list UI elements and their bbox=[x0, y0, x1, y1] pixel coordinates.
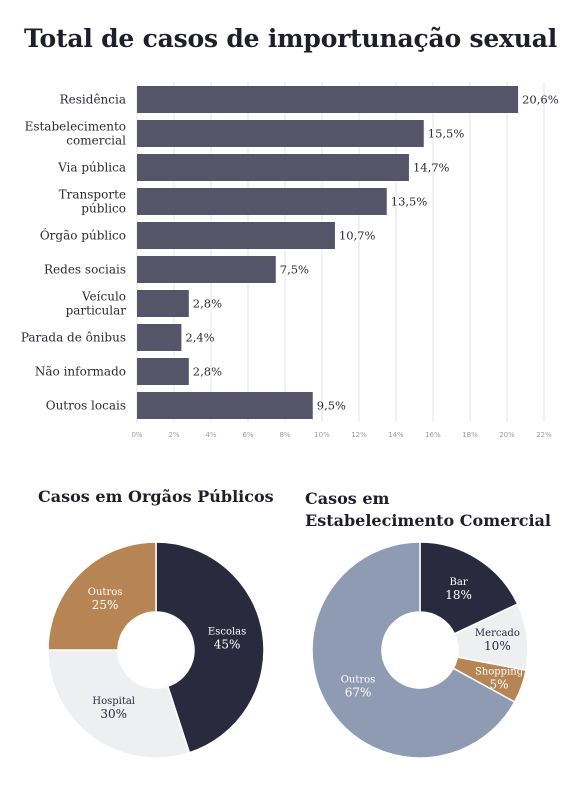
value-label: 10,7% bbox=[339, 229, 376, 243]
x-tick-label: 18% bbox=[462, 431, 478, 439]
value-label: 15,5% bbox=[428, 127, 465, 141]
slice-value: 10% bbox=[484, 639, 511, 653]
pie-slice bbox=[47, 541, 157, 651]
pie-slice bbox=[311, 541, 516, 759]
slice-label: Bar bbox=[450, 577, 468, 588]
category-label: Órgão público bbox=[40, 227, 126, 243]
category-label: Parada de ônibus bbox=[21, 331, 126, 345]
pie-title-line-1: Casos em bbox=[305, 489, 390, 508]
category-label: Outros locais bbox=[46, 399, 126, 413]
x-tick-label: 6% bbox=[242, 431, 253, 439]
pie-slice bbox=[47, 649, 191, 759]
slice-value: 67% bbox=[345, 686, 372, 700]
value-label: 13,5% bbox=[391, 195, 428, 209]
category-label: Estabelecimento comercial bbox=[25, 120, 127, 148]
category-label: Via pública bbox=[57, 161, 126, 175]
bar-chart: 0% 2% 4% 6% 8% 10% 12% 14% 16% 18% 20% 22% Residênci… bbox=[21, 82, 559, 439]
bar bbox=[137, 324, 182, 351]
bar bbox=[137, 154, 409, 181]
slice-value: 30% bbox=[100, 707, 127, 721]
x-tick-label: 16% bbox=[425, 431, 441, 439]
x-tick-label: 20% bbox=[499, 431, 515, 439]
category-label: Transporte público bbox=[59, 188, 126, 216]
x-tick-label: 2% bbox=[168, 431, 179, 439]
category-label: Veículo particular bbox=[66, 290, 127, 318]
slice-label: Hospital bbox=[92, 696, 135, 707]
slice-value: 25% bbox=[92, 598, 119, 612]
slice-label: Outros bbox=[88, 587, 123, 598]
slice-label: Outros bbox=[341, 675, 376, 686]
slice-label: Escolas bbox=[208, 627, 246, 638]
pie-title-estabelecimento: Casos em Estabelecimento Comercial bbox=[305, 488, 551, 532]
pie-title-line-2: Estabelecimento Comercial bbox=[305, 511, 551, 530]
slice-value: 45% bbox=[214, 638, 241, 652]
category-label: Não informado bbox=[35, 365, 126, 379]
value-label: 14,7% bbox=[413, 161, 450, 175]
value-label: 2,8% bbox=[193, 365, 222, 379]
bar bbox=[137, 86, 519, 113]
value-label: 2,4% bbox=[185, 331, 214, 345]
pie-title-orgaos: Casos em Orgãos Públicos bbox=[38, 487, 274, 506]
pie-slice bbox=[155, 541, 265, 754]
x-tick-label: 0% bbox=[131, 431, 142, 439]
bar bbox=[137, 188, 387, 215]
bar bbox=[137, 120, 424, 147]
value-label: 2,8% bbox=[193, 297, 222, 311]
category-label: Residência bbox=[60, 93, 126, 107]
chart-title: Total de casos de importunação sexual bbox=[24, 24, 558, 53]
x-tick-label: 4% bbox=[205, 431, 216, 439]
bar bbox=[137, 290, 189, 317]
slice-label: Shopping bbox=[475, 666, 524, 677]
bar bbox=[137, 358, 189, 385]
x-tick-label: 10% bbox=[314, 431, 330, 439]
value-label: 9,5% bbox=[317, 399, 346, 413]
bar bbox=[137, 256, 276, 283]
slice-value: 18% bbox=[445, 588, 472, 602]
category-label: Redes sociais bbox=[44, 263, 126, 277]
slice-value: 5% bbox=[490, 677, 509, 691]
x-tick-label: 12% bbox=[351, 431, 367, 439]
x-tick-label: 14% bbox=[388, 431, 404, 439]
value-label: 7,5% bbox=[280, 263, 309, 277]
x-tick-label: 22% bbox=[536, 431, 552, 439]
bar bbox=[137, 392, 313, 419]
value-label: 20,6% bbox=[522, 93, 559, 107]
pie-slice bbox=[419, 541, 519, 635]
x-tick-label: 8% bbox=[279, 431, 290, 439]
bar bbox=[137, 222, 335, 249]
slice-label: Mercado bbox=[475, 628, 520, 639]
